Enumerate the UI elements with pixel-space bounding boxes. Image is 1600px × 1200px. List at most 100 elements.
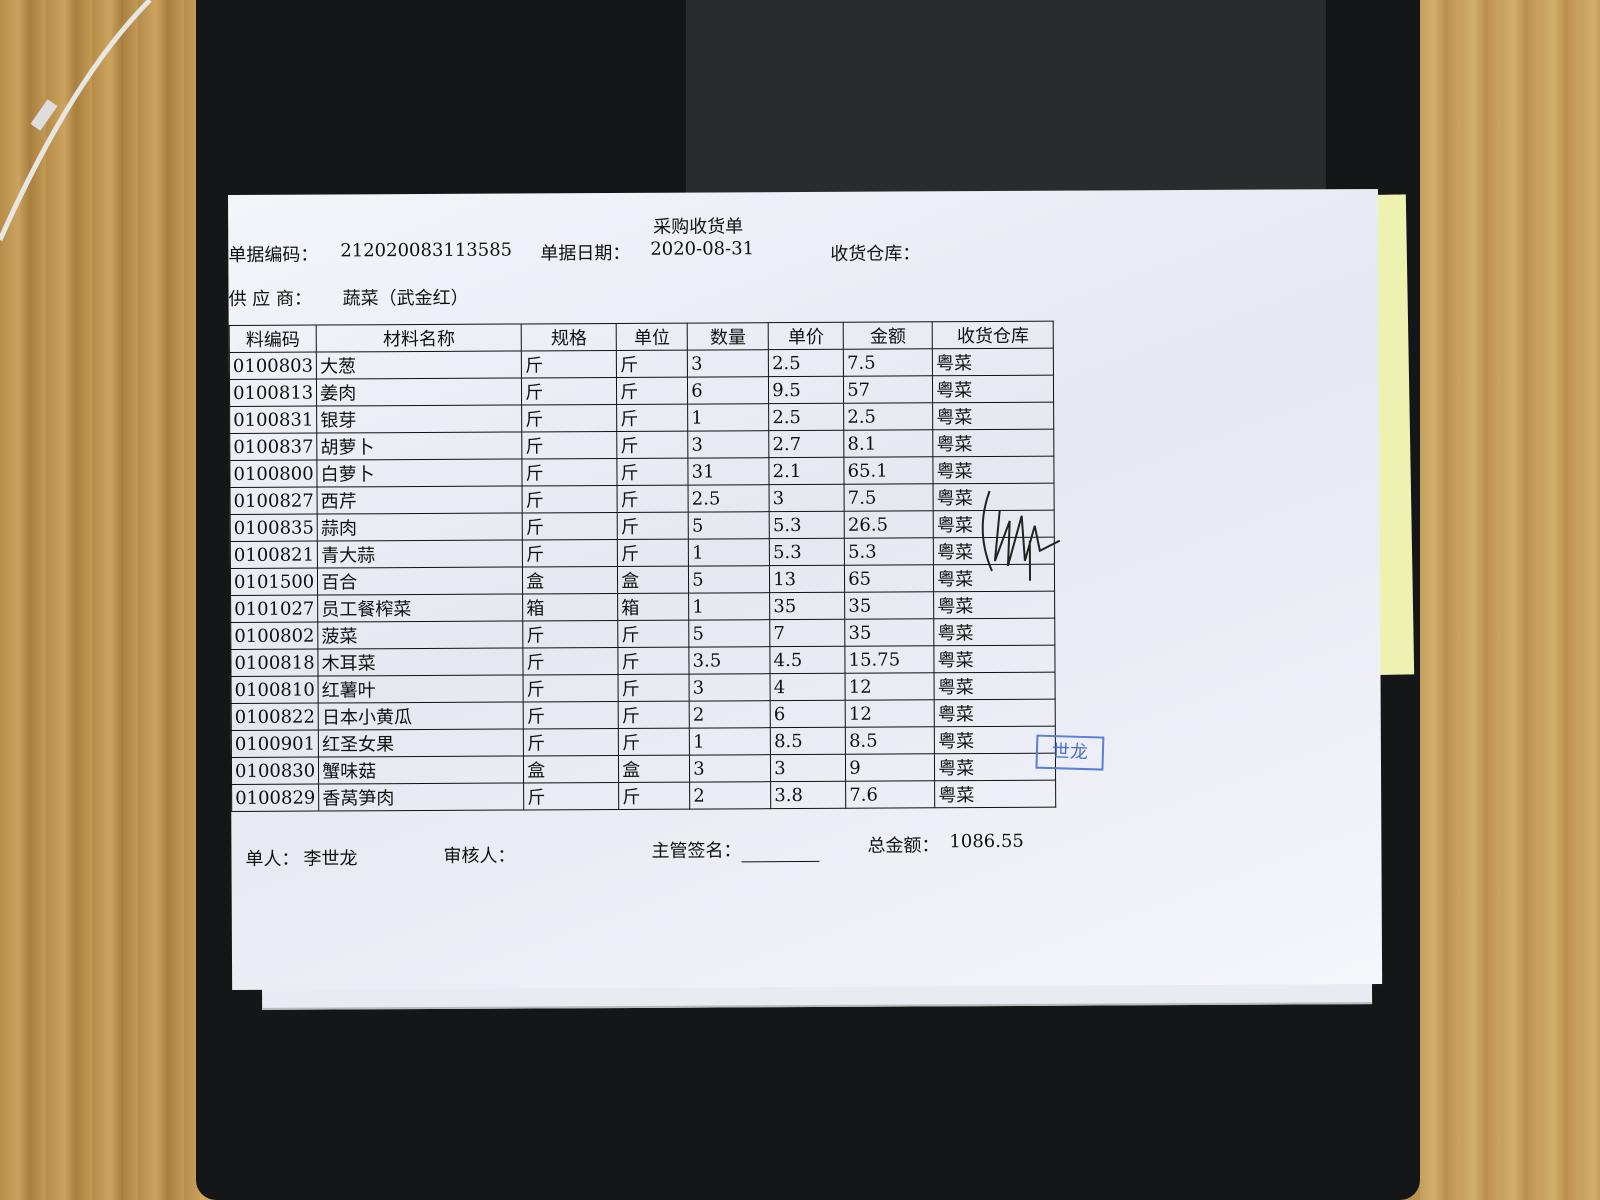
table-cell: 2.5 xyxy=(688,484,770,513)
table-cell: 0100827 xyxy=(230,487,318,515)
table-cell: 1 xyxy=(689,727,771,756)
table-cell: 0100901 xyxy=(231,730,319,758)
table-cell: 箱 xyxy=(617,593,689,621)
table-cell: 斤 xyxy=(616,431,689,459)
table-cell: 0100835 xyxy=(230,514,318,542)
table-cell: 大葱 xyxy=(316,350,522,380)
doc-no: 212020083113585 xyxy=(340,239,513,262)
table-cell: 粤菜 xyxy=(933,456,1055,484)
name-stamp: 世龙 xyxy=(1035,734,1105,771)
table-cell: 65.1 xyxy=(844,456,934,485)
table-row: 0101027 员工餐榨菜箱箱 1 35 35 粤菜 xyxy=(230,591,1055,623)
table-cell: 0100830 xyxy=(231,757,319,785)
table-row: 0100901 红圣女果斤斤 1 8.5 8.5 粤菜 xyxy=(231,726,1056,758)
table-cell: 粤菜 xyxy=(932,429,1055,457)
column-header: 料编码 xyxy=(229,325,317,353)
total-label: 总金额： xyxy=(867,835,940,857)
table-cell: 斤 xyxy=(521,404,617,432)
table-cell: 5 xyxy=(688,511,770,540)
wooden-desk-right xyxy=(1420,0,1600,1200)
table-cell: 斤 xyxy=(617,458,689,486)
table-cell: 65 xyxy=(844,564,934,593)
table-cell: 0101027 xyxy=(230,595,318,623)
table-cell: 斤 xyxy=(523,782,619,810)
table-cell: 4 xyxy=(770,673,846,701)
table-cell: 斤 xyxy=(617,485,689,513)
wooden-desk-left xyxy=(0,0,200,1200)
table-cell: 斤 xyxy=(523,674,619,702)
signature-line xyxy=(741,860,820,863)
table-cell: 粤菜 xyxy=(933,618,1056,646)
table-cell: 0100802 xyxy=(230,622,319,650)
cable xyxy=(0,0,152,242)
column-header: 规格 xyxy=(521,323,617,351)
column-header: 金额 xyxy=(843,321,933,350)
table-cell: 斤 xyxy=(522,539,618,567)
table-cell: 斤 xyxy=(521,431,618,459)
table-cell: 盒 xyxy=(617,566,689,594)
table-cell: 2.1 xyxy=(769,457,845,485)
table-cell: 0100803 xyxy=(229,352,317,380)
table-cell: 日本小黄瓜 xyxy=(318,701,524,731)
table-row: 0100800 白萝卜斤斤 31 2.1 65.1 粤菜 xyxy=(229,456,1055,488)
table-cell: 粤菜 xyxy=(934,672,1056,700)
table-row: 0100831 银芽斤斤 1 2.5 2.5 粤菜 xyxy=(229,402,1054,434)
table-cell: 0100810 xyxy=(231,676,319,704)
table-cell: 盒 xyxy=(523,755,619,783)
table-header-row: 料编码 材料名称 规格 单位 数量 单价 金额 收货仓库 xyxy=(229,321,1054,353)
table-row: 0100802 菠菜斤斤 5 7 35 粤菜 xyxy=(230,618,1056,650)
table-row: 0101500 百合盒盒 5 13 65 粤菜 xyxy=(230,564,1055,596)
table-cell: 0100829 xyxy=(231,784,319,812)
table-cell: 3.8 xyxy=(770,781,846,809)
table-cell: 斤 xyxy=(616,350,688,378)
table-row: 0100822 日本小黄瓜斤斤 2 6 12 粤菜 xyxy=(231,699,1056,731)
column-header: 材料名称 xyxy=(316,323,522,353)
table-cell: 粤菜 xyxy=(933,591,1055,619)
table-cell: 银芽 xyxy=(316,404,522,434)
table-cell: 5.3 xyxy=(844,537,934,566)
table-cell: 蟹味菇 xyxy=(318,755,524,785)
table-cell: 斤 xyxy=(521,377,617,405)
table-cell: 红圣女果 xyxy=(318,728,524,758)
table-cell: 粤菜 xyxy=(934,645,1056,673)
table-cell: 7.5 xyxy=(843,348,933,377)
table-cell: 蒜肉 xyxy=(317,512,523,542)
table-cell: 2 xyxy=(689,781,771,810)
table-cell: 粤菜 xyxy=(934,699,1056,727)
table-cell: 斤 xyxy=(523,647,619,675)
table-cell: 7 xyxy=(769,619,846,647)
table-cell: 2.5 xyxy=(768,349,844,377)
table-cell: 白萝卜 xyxy=(317,458,523,488)
table-cell: 3 xyxy=(769,484,845,512)
table-cell: 35 xyxy=(844,591,934,620)
table-cell: 0101500 xyxy=(230,568,318,596)
table-cell: 3 xyxy=(689,754,771,783)
table-cell: 斤 xyxy=(617,539,689,567)
table-cell: 12 xyxy=(845,699,935,728)
table-cell: 35 xyxy=(769,592,845,620)
column-header: 单价 xyxy=(768,322,844,350)
table-cell: 6 xyxy=(770,700,846,728)
table-row: 0100810 红薯叶斤斤 3 4 12 粤菜 xyxy=(231,672,1056,704)
table-cell: 胡萝卜 xyxy=(316,431,523,461)
table-cell: 盒 xyxy=(522,566,618,594)
table-cell: 青大蒜 xyxy=(317,539,523,569)
table-cell: 盒 xyxy=(618,755,690,783)
table-row: 0100837 胡萝卜斤斤 3 2.7 8.1 粤菜 xyxy=(229,429,1055,461)
table-cell: 13 xyxy=(769,565,845,593)
table-cell: 红薯叶 xyxy=(318,674,524,704)
table-cell: 斤 xyxy=(522,458,618,486)
table-row: 0100835 蒜肉斤斤 5 5.3 26.5 粤菜 xyxy=(230,510,1055,542)
reviewer-label: 审核人： xyxy=(443,845,516,867)
table-cell: 斤 xyxy=(523,701,619,729)
column-header: 收货仓库 xyxy=(932,321,1054,349)
table-cell: 35 xyxy=(844,618,935,647)
table-cell: 1 xyxy=(688,538,770,567)
table-cell: 百合 xyxy=(317,566,523,596)
table-cell: 斤 xyxy=(522,485,618,513)
total-amount: 1086.55 xyxy=(949,830,1024,853)
table-cell: 26.5 xyxy=(844,510,934,539)
supplier-label: 供 应 商： xyxy=(228,288,313,310)
table-cell: 斤 xyxy=(522,620,619,648)
table-cell: 0100831 xyxy=(229,406,317,434)
